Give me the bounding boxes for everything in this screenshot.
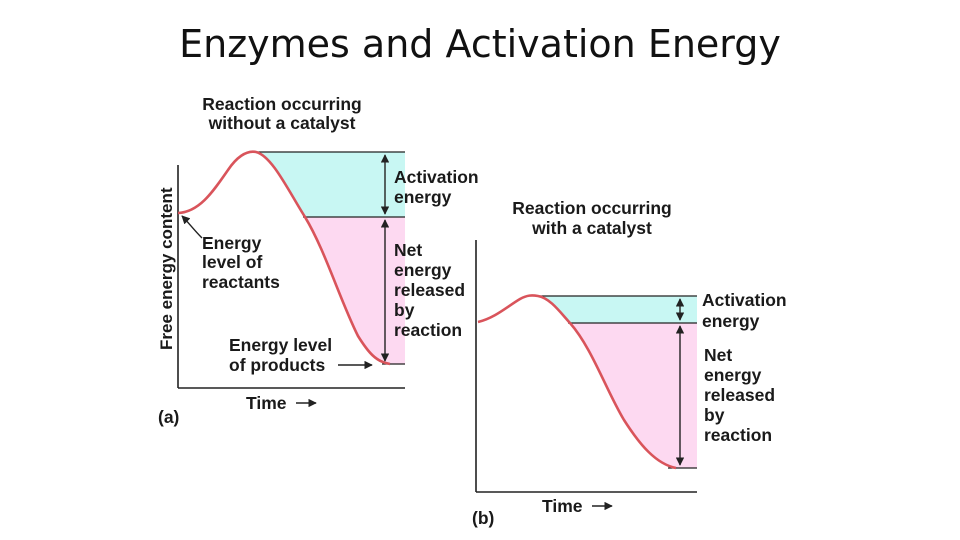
panel-a-heading-line1: Reaction occurring	[202, 94, 361, 114]
panel-a-net-label-line1: Net	[394, 240, 422, 260]
panel-b-activation-label-line2: energy	[702, 311, 760, 331]
panel-b-net-label-line4: by	[704, 405, 725, 425]
panel-a-released-region	[305, 217, 405, 364]
panel-a-products-label-line2: of products	[229, 355, 326, 375]
panel-a-heading-line2: without a catalyst	[208, 113, 356, 133]
panel-a-y-axis-label: Free energy content	[157, 187, 176, 350]
panel-a-net-label-line4: by	[394, 300, 415, 320]
panel-a-reactants-label-line1: Energy	[202, 233, 262, 253]
panel-b-heading-line2: with a catalyst	[531, 218, 652, 238]
panel-a-x-axis-label: Time	[246, 393, 287, 413]
panel-b-net-label-line5: reaction	[704, 425, 772, 445]
panel-b-energy-curve	[477, 294, 677, 470]
panel-b-net-label-line3: released	[704, 385, 775, 405]
panel-a-activation-label-line1: Activation	[394, 167, 479, 187]
panel-a-reactants-label-line2: level of	[202, 252, 262, 272]
panel-b-net-label-line2: energy	[704, 365, 762, 385]
panel-b-tag: (b)	[472, 508, 494, 528]
panel-b-activation-region	[536, 296, 697, 323]
panel-a-net-label-line5: reaction	[394, 320, 462, 340]
panel-a-activation-label-line2: energy	[394, 187, 452, 207]
panel-a-net-label-line2: energy	[394, 260, 452, 280]
panel-a-net-label-line3: released	[394, 280, 465, 300]
panel-a-activation-region	[255, 152, 405, 217]
panel-a-products-label-line1: Energy level	[229, 335, 332, 355]
panel-b-released-region	[570, 323, 697, 468]
panel-b-x-axis-label: Time	[542, 496, 583, 516]
slide-title: Enzymes and Activation Energy	[179, 22, 781, 66]
panel-a-reactants-label-line3: reactants	[202, 272, 280, 292]
panel-b-net-label-line1: Net	[704, 345, 732, 365]
panel-a-energy-curve	[177, 150, 391, 366]
panel-b-heading-line1: Reaction occurring	[512, 198, 671, 218]
panel-b: Reaction occurring with a catalyst Activ…	[472, 198, 787, 528]
panel-a-tag: (a)	[158, 407, 179, 427]
panel-a: Reaction occurring without a catalyst Fr…	[157, 94, 479, 427]
panel-b-activation-label-line1: Activation	[702, 290, 787, 310]
panel-a-reactants-pointer	[181, 215, 203, 239]
